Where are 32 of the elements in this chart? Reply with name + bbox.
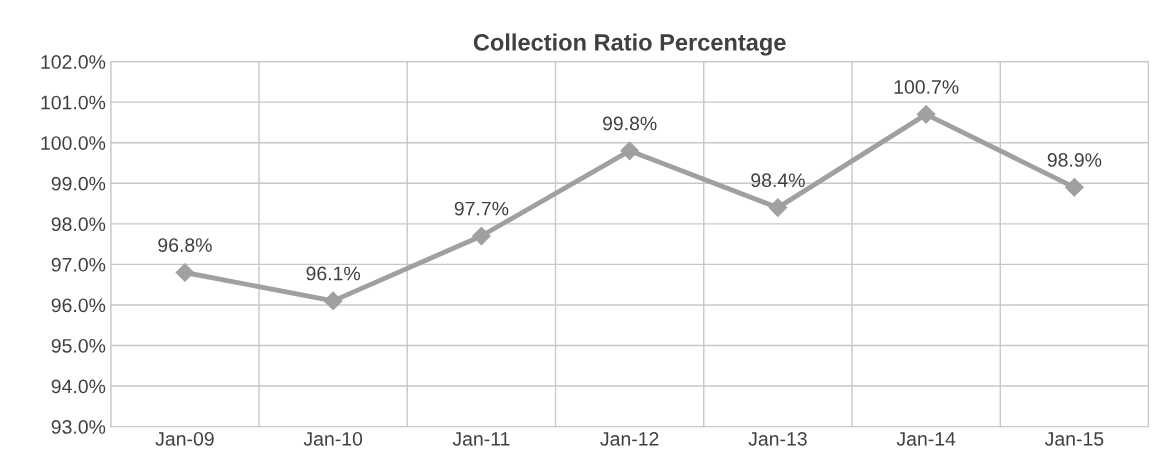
y-tick-label: 101.0% bbox=[41, 95, 106, 110]
y-tick-label: 95.0% bbox=[51, 338, 106, 353]
data-label: 98.9% bbox=[1047, 153, 1102, 167]
x-tick-label: Jan-12 bbox=[600, 431, 659, 446]
point bbox=[472, 226, 491, 246]
data-label: 96.8% bbox=[158, 238, 212, 252]
point bbox=[323, 291, 343, 311]
x-tick-label: Jan-15 bbox=[1044, 432, 1104, 446]
point bbox=[175, 263, 195, 282]
x-tick-label: Jan-11 bbox=[452, 432, 510, 446]
data-label: 99.8% bbox=[602, 116, 657, 131]
data-label: 96.1% bbox=[306, 266, 361, 281]
y-tick-label: 96.0% bbox=[51, 298, 106, 313]
x-tick-label: Jan-10 bbox=[303, 431, 363, 446]
point bbox=[1065, 177, 1084, 197]
chart-title: Collection Ratio Percentage bbox=[473, 33, 786, 56]
data-label: 100.7% bbox=[894, 80, 959, 94]
x-tick-label: Jan-14 bbox=[896, 432, 956, 446]
y-tick-label: 99.0% bbox=[51, 176, 106, 191]
y-tick-label: 93.0% bbox=[51, 420, 106, 434]
y-tick-label: 100.0% bbox=[41, 136, 106, 150]
x-tick-label: Jan-09 bbox=[155, 431, 214, 446]
point bbox=[916, 104, 936, 124]
y-tick-label: 98.0% bbox=[51, 217, 106, 232]
data-label: 97.7% bbox=[454, 201, 509, 216]
y-tick-label: 97.0% bbox=[51, 257, 106, 272]
point bbox=[768, 198, 788, 217]
point bbox=[620, 141, 639, 161]
y-tick-label: 102.0% bbox=[41, 55, 106, 69]
y-tick-label: 94.0% bbox=[51, 379, 106, 394]
x-tick-label: Jan-13 bbox=[748, 431, 807, 446]
data-label: 98.4% bbox=[751, 173, 805, 188]
